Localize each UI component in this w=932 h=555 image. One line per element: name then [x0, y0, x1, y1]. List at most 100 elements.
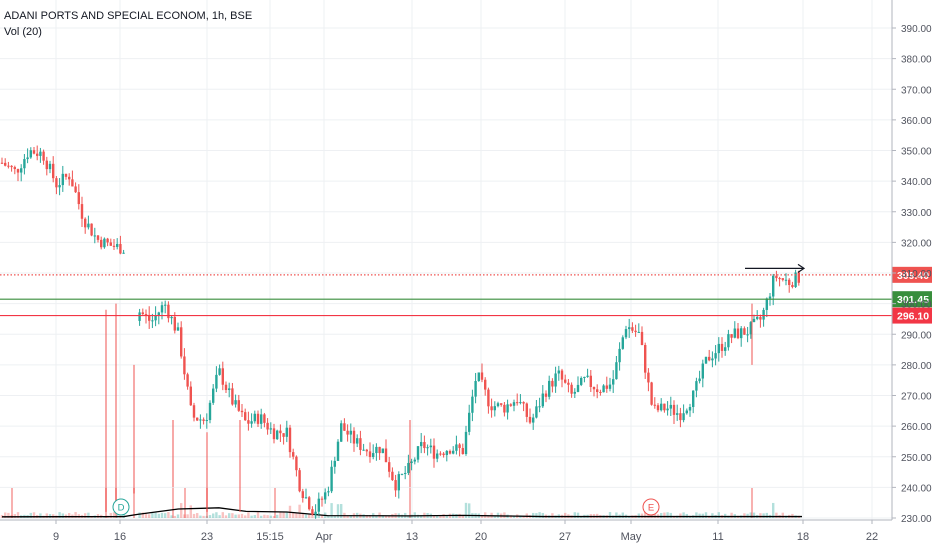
- candle-body: [714, 353, 717, 359]
- candle-body: [615, 362, 618, 380]
- volume-bar: [743, 513, 746, 518]
- candle-body: [10, 165, 13, 168]
- volume-bar: [208, 515, 212, 518]
- candle-body: [58, 185, 61, 188]
- volume-bar: [122, 513, 125, 518]
- volume-bar: [170, 515, 173, 518]
- candle-body: [100, 239, 103, 248]
- candle-body: [20, 168, 23, 173]
- volume-bar: [551, 513, 554, 518]
- candle-body: [663, 403, 666, 411]
- candle-body: [327, 491, 330, 493]
- volume-bar: [157, 513, 160, 518]
- candle-body: [596, 389, 599, 392]
- candle-body: [240, 410, 244, 413]
- volume-bar: [781, 512, 784, 518]
- volume-label[interactable]: Vol (20): [4, 26, 42, 38]
- candle-body: [116, 243, 119, 247]
- candle-body: [7, 165, 10, 167]
- volume-bar: [775, 512, 778, 518]
- volume-bar: [749, 512, 752, 518]
- candle-body: [183, 356, 186, 375]
- candle-body: [752, 318, 756, 323]
- event-label: E: [648, 503, 654, 514]
- candle-body: [564, 379, 567, 383]
- candle-body: [429, 445, 432, 448]
- candle-body: [637, 331, 640, 333]
- candle-body: [141, 312, 144, 315]
- candle-body: [676, 413, 679, 415]
- y-tick-label: 240.00: [901, 483, 932, 494]
- candle-body: [493, 406, 496, 411]
- volume-bar: [388, 515, 391, 518]
- volume-bar: [669, 512, 672, 518]
- drawing-arrowhead: [797, 263, 806, 273]
- x-tick-label: 13: [406, 531, 418, 543]
- candle-body: [781, 278, 784, 280]
- candle-body: [359, 438, 362, 450]
- volume-bar: [701, 513, 704, 518]
- candle-body: [45, 160, 48, 170]
- candle-body: [490, 406, 493, 411]
- volume-bar: [653, 512, 656, 518]
- volume-bar: [730, 512, 733, 518]
- candle-body: [570, 384, 573, 394]
- candle-body: [74, 186, 77, 193]
- candle-body: [333, 460, 336, 467]
- volume-bar: [269, 515, 272, 518]
- horizontal-lines[interactable]: 309.40 301.45 296.10: [0, 266, 932, 324]
- volume-bar: [660, 512, 663, 518]
- candle-body: [506, 404, 509, 413]
- candles: [0, 145, 800, 519]
- candle-body: [119, 243, 122, 254]
- volume-bar: [409, 488, 411, 518]
- candle-body: [144, 314, 148, 316]
- candle-body: [180, 327, 183, 357]
- candle-body: [660, 403, 663, 411]
- candle-body: [330, 466, 333, 492]
- volume-bar: [112, 512, 116, 518]
- candle-body: [189, 386, 192, 406]
- x-tick-label: 23: [201, 531, 213, 543]
- candle-body: [612, 379, 615, 385]
- chart-title[interactable]: ADANI PORTS AND SPECIAL ECONOM, 1h, BSE: [4, 10, 253, 22]
- candle-body: [708, 356, 711, 361]
- candle-body: [212, 388, 215, 403]
- candle-body: [778, 278, 781, 280]
- candle-body: [551, 380, 554, 387]
- volume-bar: [151, 512, 154, 518]
- candle-body: [77, 192, 80, 205]
- candle-body: [560, 370, 564, 380]
- x-tick-label: May: [621, 531, 642, 543]
- candle-body: [375, 446, 378, 454]
- candle-body: [26, 157, 29, 160]
- candle-body: [794, 272, 797, 288]
- candle-body: [228, 388, 231, 391]
- volume-bar: [330, 503, 333, 518]
- volume-bar: [663, 512, 666, 518]
- candle-body: [647, 372, 650, 383]
- volume-bar: [74, 512, 77, 518]
- volume-bar: [32, 512, 36, 518]
- candle-body: [170, 316, 173, 319]
- candle-body: [455, 444, 458, 451]
- candle-body: [122, 252, 125, 254]
- volume-bar: [253, 515, 256, 518]
- candle-body: [576, 384, 580, 392]
- axes: 230.00 240.00 250.00 260.00 270.00 280.00 290.…: [0, 0, 932, 543]
- candle-body: [442, 453, 445, 456]
- candle-body: [39, 151, 42, 156]
- volume-bar: [432, 515, 436, 518]
- candle-body: [221, 368, 224, 385]
- volume-bar: [564, 512, 567, 518]
- candle-body: [340, 423, 343, 442]
- candle-body: [448, 450, 452, 454]
- candle-body: [480, 372, 484, 380]
- candle-body: [756, 317, 759, 319]
- volume-bar: [759, 513, 762, 518]
- candle-body: [157, 312, 160, 316]
- volume-bar: [439, 515, 442, 518]
- volume-bar: [301, 513, 304, 518]
